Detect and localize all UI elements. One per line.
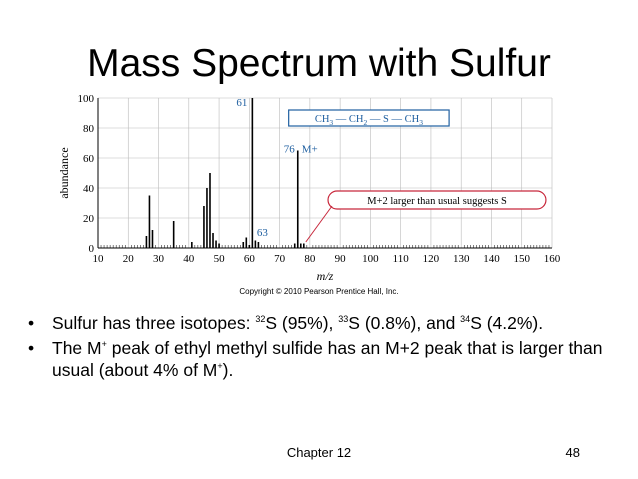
x-tick-label: 20 [123, 253, 134, 265]
copyright-notice: Copyright © 2010 Pearson Prentice Hall, … [239, 287, 399, 296]
bullet-text: Sulfur has three isotopes: 32S (95%), 33… [52, 313, 544, 333]
x-tick-label: 30 [153, 253, 165, 265]
x-tick-label: 150 [513, 253, 530, 265]
bullet-m-plus-2: • The M+ peak of ethyl methyl sulfide ha… [28, 337, 618, 381]
callout-text: M+2 larger than usual suggests S [367, 196, 507, 207]
chart-annotations: 61 76 M+ 63 CH3 — CH2 — S — CH3 M+2 larger th… [236, 97, 547, 243]
x-tick-label: 80 [304, 253, 316, 265]
x-tick-label: 100 [362, 253, 379, 265]
y-tick-label: 100 [78, 93, 95, 105]
x-tick-label: 40 [183, 253, 195, 265]
callout-box [327, 190, 547, 210]
peak-label-61: 61 [236, 97, 247, 109]
chart-ticks: 10 20 30 40 50 60 70 80 90 100 110 120 130 140 150 160 0… [57, 93, 561, 283]
y-tick-label: 40 [83, 183, 95, 195]
callout-pointer [305, 205, 333, 243]
chart-peaks [145, 98, 305, 248]
structure-formula: CH3 — CH2 — S — CH3 [315, 114, 423, 127]
molecular-ion-label: M+ [302, 144, 318, 156]
x-axis-label: m/z [317, 269, 334, 283]
x-tick-label: 130 [453, 253, 470, 265]
bullet-text: The M+ peak of ethyl methyl sulfide has … [52, 338, 603, 380]
y-tick-label: 20 [83, 213, 95, 225]
x-tick-label: 160 [544, 253, 561, 265]
x-tick-label: 110 [393, 253, 410, 265]
x-tick-label: 50 [214, 253, 226, 265]
footer-chapter: Chapter 12 [286, 445, 352, 460]
footer-page-number: 48 [565, 445, 580, 460]
y-axis-label: abundance [57, 147, 71, 198]
mass-spectrum-chart: 10 20 30 40 50 60 70 80 90 100 110 120 130 140 150 160 0… [57, 93, 561, 283]
x-tick-label: 70 [274, 253, 286, 265]
y-tick-label: 80 [83, 123, 95, 135]
x-tick-label: 60 [244, 253, 256, 265]
bullet-list: • Sulfur has three isotopes: 32S (95%), … [28, 312, 618, 384]
peak-label-63: 63 [257, 227, 269, 239]
y-tick-label: 60 [83, 153, 95, 165]
x-tick-label: 140 [483, 253, 500, 265]
y-tick-label: 0 [89, 243, 95, 255]
bullet-marker: • [28, 313, 35, 333]
x-tick-label: 10 [93, 253, 105, 265]
x-tick-label: 120 [423, 253, 440, 265]
slide-title: Mass Spectrum with Sulfur [87, 42, 551, 85]
bullet-isotopes: • Sulfur has three isotopes: 32S (95%), … [28, 312, 618, 334]
structure-box [288, 109, 450, 127]
bullet-marker: • [28, 338, 35, 358]
peak-label-76: 76 [284, 144, 296, 156]
x-tick-label: 90 [335, 253, 347, 265]
